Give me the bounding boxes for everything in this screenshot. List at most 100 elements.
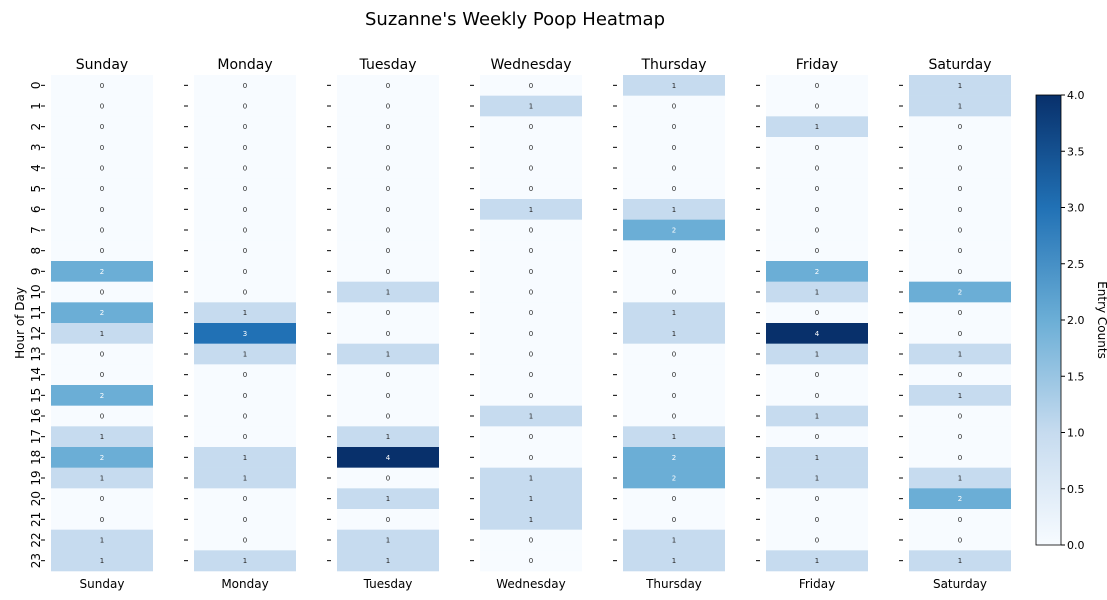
cell-value-label: 2 bbox=[100, 392, 104, 400]
cell-value-label: 0 bbox=[243, 413, 247, 421]
heatmap-cell bbox=[909, 488, 1011, 510]
cell-value-label: 0 bbox=[529, 330, 533, 338]
heatmap-cell bbox=[337, 343, 439, 365]
y-tick-label: 11 bbox=[29, 305, 43, 320]
cell-value-label: 0 bbox=[243, 227, 247, 235]
heatmap-cell bbox=[766, 261, 868, 282]
cell-value-label: 1 bbox=[529, 103, 533, 111]
panel-title: Thursday bbox=[640, 57, 706, 73]
heatmap-cell bbox=[51, 550, 153, 572]
cell-value-label: 0 bbox=[958, 330, 962, 338]
heatmap-cell bbox=[337, 261, 439, 282]
cell-value-label: 0 bbox=[386, 82, 390, 90]
cell-value-label: 1 bbox=[815, 413, 819, 421]
cell-value-label: 0 bbox=[243, 165, 247, 173]
heatmap-cell bbox=[194, 447, 296, 468]
cell-value-label: 0 bbox=[958, 537, 962, 545]
y-tick-label: 5 bbox=[29, 185, 43, 193]
heatmap-cell bbox=[194, 488, 296, 510]
cell-value-label: 0 bbox=[815, 165, 819, 173]
panel-title: Saturday bbox=[928, 57, 991, 73]
heatmap-cell bbox=[623, 550, 725, 572]
panel-title: Sunday bbox=[76, 57, 128, 73]
cell-value-label: 0 bbox=[100, 144, 104, 152]
heatmap-cell bbox=[909, 157, 1011, 179]
heatmap-cell bbox=[909, 323, 1011, 344]
cell-value-label: 0 bbox=[243, 185, 247, 193]
heatmap-cell bbox=[51, 509, 153, 530]
heatmap-cell bbox=[337, 364, 439, 386]
heatmap-cell bbox=[480, 95, 582, 117]
cell-value-label: 0 bbox=[672, 351, 676, 359]
colorbar-tick-label: 2.0 bbox=[1067, 314, 1085, 327]
y-tick-label: 23 bbox=[29, 553, 43, 568]
cell-value-label: 0 bbox=[815, 495, 819, 503]
heatmap-cell bbox=[766, 157, 868, 179]
cell-value-label: 0 bbox=[386, 475, 390, 483]
cell-value-label: 2 bbox=[100, 309, 104, 317]
heatmap-cell bbox=[194, 199, 296, 220]
heatmap-cell bbox=[766, 426, 868, 448]
cell-value-label: 0 bbox=[243, 82, 247, 90]
cell-value-label: 0 bbox=[672, 185, 676, 193]
cell-value-label: 0 bbox=[958, 144, 962, 152]
y-tick-label: 15 bbox=[29, 388, 43, 403]
cell-value-label: 2 bbox=[672, 227, 676, 235]
heatmap-cell bbox=[623, 343, 725, 365]
heatmap-cell bbox=[766, 323, 868, 344]
colorbar: 0.0 0.5 1.0 1.5 2.0 2.5 3.0 3.5 4.0 bbox=[1035, 89, 1085, 552]
cell-value-label: 0 bbox=[243, 103, 247, 111]
heatmap-cell bbox=[909, 467, 1011, 489]
cell-value-label: 0 bbox=[815, 309, 819, 317]
heatmap-cell bbox=[51, 199, 153, 220]
colorbar-tick-label: 3.5 bbox=[1067, 145, 1085, 158]
cell-value-label: 0 bbox=[243, 289, 247, 297]
cell-value-label: 0 bbox=[672, 371, 676, 379]
cell-value-label: 0 bbox=[672, 123, 676, 131]
cell-value-label: 0 bbox=[672, 165, 676, 173]
heatmap-cell bbox=[909, 75, 1011, 96]
cell-value-label: 0 bbox=[386, 413, 390, 421]
cell-value-label: 1 bbox=[672, 82, 676, 90]
heatmap-cell bbox=[51, 137, 153, 158]
heatmap-cell bbox=[51, 116, 153, 138]
cell-value-label: 0 bbox=[815, 433, 819, 441]
y-tick-label: 9 bbox=[29, 268, 43, 276]
cell-value-label: 1 bbox=[958, 557, 962, 565]
cell-value-label: 0 bbox=[243, 144, 247, 152]
heatmap-cell bbox=[909, 240, 1011, 262]
heatmap-cell bbox=[909, 116, 1011, 138]
cell-value-label: 2 bbox=[958, 289, 962, 297]
cell-value-label: 0 bbox=[958, 247, 962, 255]
heatmap-cell bbox=[51, 467, 153, 489]
cell-value-label: 0 bbox=[672, 495, 676, 503]
heatmap-cell bbox=[766, 509, 868, 530]
cell-value-label: 0 bbox=[958, 516, 962, 524]
heatmap-cell bbox=[909, 95, 1011, 117]
heatmap-cell bbox=[51, 447, 153, 468]
cell-value-label: 3 bbox=[243, 330, 247, 338]
heatmap-cell bbox=[337, 385, 439, 406]
cell-value-label: 1 bbox=[529, 206, 533, 214]
cell-value-label: 1 bbox=[100, 330, 104, 338]
cell-value-label: 0 bbox=[958, 123, 962, 131]
heatmap-cell bbox=[766, 137, 868, 158]
y-tick-label: 2 bbox=[29, 123, 43, 131]
cell-value-label: 0 bbox=[386, 144, 390, 152]
cell-value-label: 2 bbox=[958, 495, 962, 503]
heatmap-cell bbox=[766, 199, 868, 220]
heatmap-cell bbox=[51, 405, 153, 427]
cell-value-label: 0 bbox=[958, 454, 962, 462]
cell-value-label: 0 bbox=[100, 247, 104, 255]
heatmap-cell bbox=[337, 219, 439, 241]
cell-value-label: 0 bbox=[815, 144, 819, 152]
cell-value-label: 0 bbox=[386, 227, 390, 235]
heatmap-cell bbox=[51, 488, 153, 510]
heatmap-cell bbox=[480, 137, 582, 158]
cell-value-label: 1 bbox=[529, 475, 533, 483]
cell-value-label: 0 bbox=[958, 206, 962, 214]
heatmap-cell bbox=[194, 281, 296, 303]
cell-value-label: 0 bbox=[958, 309, 962, 317]
heatmap-cell bbox=[766, 488, 868, 510]
